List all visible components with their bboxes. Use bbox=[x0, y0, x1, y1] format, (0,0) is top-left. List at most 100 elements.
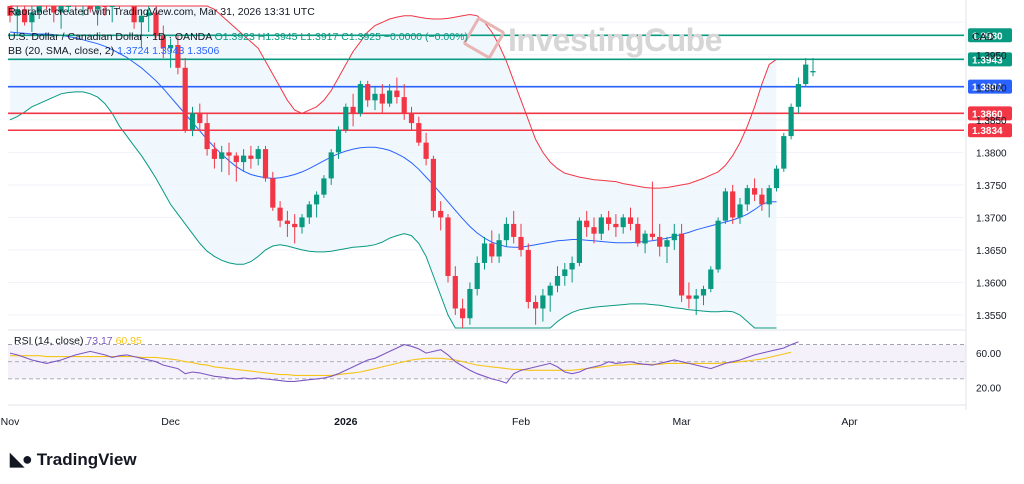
rsi-tick-label: 20.00 bbox=[976, 383, 1001, 394]
level-tag bbox=[968, 79, 1012, 94]
candle-body bbox=[182, 67, 188, 130]
candle-body bbox=[730, 191, 736, 218]
candle-body bbox=[715, 220, 721, 270]
candle-body bbox=[58, 6, 64, 13]
candle-body bbox=[65, 6, 71, 7]
candle-body bbox=[401, 97, 407, 114]
candle-body bbox=[335, 129, 342, 153]
candle bbox=[700, 285, 707, 306]
candle bbox=[372, 87, 378, 111]
candle-body bbox=[810, 71, 816, 73]
candle-body bbox=[95, 6, 101, 10]
tradingview-logo[interactable]: ◣● TradingView bbox=[10, 449, 137, 469]
level-tag bbox=[968, 28, 1012, 43]
candle bbox=[576, 217, 582, 267]
candle bbox=[365, 80, 371, 107]
candle bbox=[773, 165, 780, 192]
candle bbox=[715, 217, 721, 273]
candle bbox=[635, 217, 641, 247]
candle bbox=[569, 256, 575, 283]
candle-body bbox=[657, 236, 663, 247]
horizontal-levels: 1.3980 1.3943 1.3901 1.3860 1.3834 bbox=[8, 28, 1012, 138]
candle-body bbox=[226, 152, 232, 156]
candle bbox=[496, 233, 502, 263]
candle-body bbox=[51, 6, 57, 13]
currency-label: CAD bbox=[972, 31, 995, 43]
candle bbox=[511, 210, 517, 244]
candle-body bbox=[598, 217, 604, 234]
level-tag-label: 1.3943 bbox=[972, 55, 1003, 66]
candle-body bbox=[576, 220, 582, 263]
candle-body bbox=[270, 178, 276, 208]
candle-body bbox=[518, 236, 524, 250]
candle bbox=[387, 84, 393, 107]
candle bbox=[752, 178, 758, 202]
candle bbox=[708, 266, 714, 293]
candle bbox=[489, 230, 495, 263]
candle-body bbox=[87, 6, 93, 10]
bb-basis-line bbox=[9, 31, 777, 248]
candle bbox=[102, 6, 108, 16]
candle-body bbox=[540, 295, 546, 309]
candle bbox=[671, 223, 677, 250]
candle bbox=[182, 58, 188, 133]
symbol-name[interactable]: U.S. Dollar / Canadian Dollar · 1D · OAN… bbox=[8, 31, 212, 43]
candle bbox=[255, 145, 261, 166]
price-tick-label: 1.3900 bbox=[976, 83, 1007, 94]
candle bbox=[321, 175, 327, 198]
candle bbox=[795, 77, 801, 114]
time-tick-label: Feb bbox=[512, 416, 530, 428]
ohlc-values: O1.3923 H1.3945 L1.3917 C1.3925 −0.0000 … bbox=[214, 31, 468, 43]
candle-body bbox=[189, 113, 196, 130]
candle bbox=[452, 266, 458, 315]
candle bbox=[460, 298, 466, 328]
candle bbox=[314, 191, 320, 218]
candle-body bbox=[474, 262, 480, 289]
candle-body bbox=[547, 285, 553, 296]
tv-logo-icon: ◣● bbox=[10, 449, 33, 469]
price-tick-label: 1.3750 bbox=[976, 181, 1007, 192]
candle-body bbox=[533, 301, 539, 309]
candle-body bbox=[481, 243, 488, 263]
candle-body bbox=[292, 223, 298, 228]
candle bbox=[168, 38, 174, 68]
candle bbox=[525, 243, 531, 309]
candle-body bbox=[314, 194, 320, 205]
candle-body bbox=[219, 152, 225, 159]
candle-body bbox=[102, 6, 108, 7]
bb-upper-line bbox=[10, 5, 777, 189]
candle bbox=[109, 6, 115, 23]
candle-body bbox=[759, 194, 765, 205]
candle-body bbox=[752, 188, 758, 195]
candle-body bbox=[788, 106, 794, 137]
candle-body bbox=[109, 6, 115, 7]
candle bbox=[270, 171, 276, 211]
bollinger-bands bbox=[9, 5, 777, 329]
candle-body bbox=[511, 223, 517, 237]
candle bbox=[627, 207, 634, 231]
candle-body bbox=[591, 227, 597, 234]
candle-body bbox=[197, 113, 203, 124]
candle-body bbox=[452, 275, 458, 309]
candle-body bbox=[299, 217, 305, 228]
rsi-label[interactable]: RSI (14, close) bbox=[14, 335, 84, 347]
level-tag bbox=[968, 123, 1012, 138]
candle bbox=[591, 217, 597, 244]
bb-label[interactable]: BB (20, SMA, close, 2) bbox=[8, 45, 115, 57]
candle bbox=[445, 214, 451, 283]
candle-body bbox=[467, 288, 473, 319]
candle-body bbox=[438, 210, 444, 218]
candle-body bbox=[503, 223, 509, 241]
candle-body bbox=[620, 217, 626, 228]
candle-body bbox=[153, 12, 159, 36]
candle-body bbox=[562, 269, 568, 276]
candle bbox=[36, 6, 42, 20]
candle-body bbox=[722, 191, 728, 221]
candle bbox=[744, 184, 750, 211]
candle-body bbox=[664, 240, 670, 247]
candle-body bbox=[606, 217, 612, 224]
candle bbox=[613, 214, 619, 237]
price-tick-label: 1.3950 bbox=[976, 51, 1007, 62]
candle-body bbox=[671, 233, 677, 241]
